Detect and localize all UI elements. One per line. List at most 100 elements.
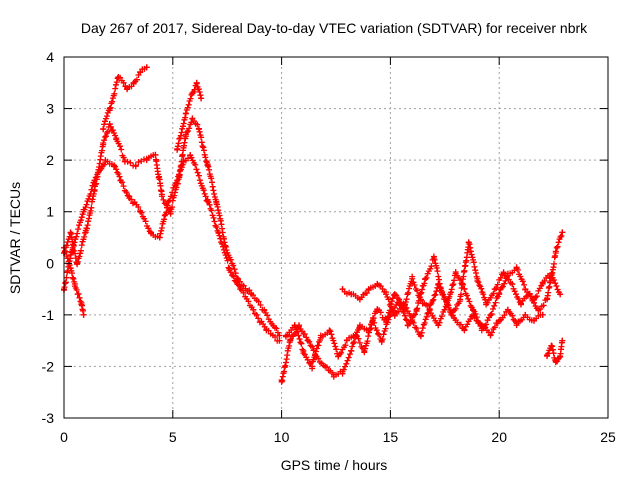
data-point: [67, 229, 74, 236]
y-tick-label: 4: [46, 49, 54, 65]
data-point: [404, 322, 411, 329]
y-tick-label: -2: [42, 358, 55, 374]
y-tick-label: 1: [46, 204, 54, 220]
data-point: [67, 265, 74, 272]
data-point: [132, 162, 139, 169]
data-point: [461, 286, 468, 293]
data-point: [100, 126, 107, 133]
data-point: [111, 162, 118, 169]
data-point: [130, 79, 137, 86]
data-point: [496, 291, 503, 298]
data-point: [204, 198, 211, 205]
data-point: [487, 332, 494, 339]
data-point: [198, 95, 205, 102]
data-point: [213, 198, 220, 205]
data-point: [422, 275, 429, 282]
data-point: [348, 291, 355, 298]
data-point: [526, 291, 533, 298]
data-point: [544, 353, 551, 360]
data-point: [374, 306, 381, 313]
data-point: [352, 332, 359, 339]
x-tick-label: 20: [491, 429, 507, 445]
data-point: [400, 301, 407, 308]
data-point: [106, 121, 113, 128]
data-point: [330, 373, 337, 380]
data-point: [137, 69, 144, 76]
data-point: [91, 188, 98, 195]
data-point: [322, 363, 329, 370]
data-point: [115, 74, 122, 81]
data-point: [287, 337, 294, 344]
data-point: [356, 296, 363, 303]
data-point: [378, 337, 385, 344]
data-point: [513, 322, 520, 329]
data-point: [426, 306, 433, 313]
y-axis-label: SDTVAR / TECUs: [7, 182, 23, 294]
data-point: [143, 64, 150, 71]
data-point: [237, 286, 244, 293]
marker-trace: [100, 64, 150, 132]
data-point: [465, 239, 472, 246]
data-point: [189, 90, 196, 97]
data-point: [391, 291, 398, 298]
series-track-i: [544, 337, 566, 366]
data-point: [276, 332, 283, 339]
data-point: [148, 229, 155, 236]
series-track-d: [100, 64, 150, 133]
data-point: [126, 193, 133, 200]
data-point: [513, 265, 520, 272]
data-point: [439, 291, 446, 298]
marker-layer: [61, 64, 566, 385]
data-point: [326, 327, 333, 334]
data-point: [304, 337, 311, 344]
data-point: [309, 363, 316, 370]
plot-frame: [63, 56, 609, 419]
series-track-h: [339, 280, 546, 340]
data-point: [474, 275, 481, 282]
data-point: [548, 342, 555, 349]
data-point: [71, 280, 78, 287]
data-point: [193, 79, 200, 86]
data-point: [121, 157, 128, 164]
data-point: [487, 311, 494, 318]
data-point: [282, 332, 289, 339]
data-point: [552, 249, 559, 256]
data-point: [409, 275, 416, 282]
data-point: [483, 301, 490, 308]
data-point: [413, 306, 420, 313]
data-point: [383, 291, 390, 298]
data-point: [500, 270, 507, 277]
data-point: [195, 172, 202, 179]
data-point: [82, 229, 89, 236]
data-point: [470, 306, 477, 313]
data-point: [113, 136, 120, 143]
data-point: [552, 358, 559, 365]
data-point: [417, 332, 424, 339]
data-point: [559, 229, 566, 236]
data-point: [348, 347, 355, 354]
data-point: [531, 317, 538, 324]
data-point: [263, 327, 270, 334]
data-point: [430, 255, 437, 262]
grid-layer: [64, 57, 608, 418]
data-point: [102, 157, 109, 164]
data-point: [100, 141, 107, 148]
data-point: [517, 301, 524, 308]
marker-trace: [174, 80, 205, 152]
data-point: [124, 84, 131, 91]
data-point: [174, 177, 181, 184]
tick-layer: 0 5 10 15 20 25 -3 -2 -1 0 1 2 3 4: [42, 49, 616, 445]
data-point: [300, 347, 307, 354]
data-point: [509, 280, 516, 287]
data-point: [174, 146, 181, 153]
data-point: [559, 337, 566, 344]
y-tick-label: 3: [46, 101, 54, 117]
data-point: [339, 368, 346, 375]
data-point: [435, 322, 442, 329]
data-point: [539, 311, 546, 318]
data-point: [522, 311, 529, 318]
chart-title: Day 267 of 2017, Sidereal Day-to-day VTE…: [81, 20, 588, 36]
data-point: [187, 151, 194, 158]
data-point: [91, 177, 98, 184]
